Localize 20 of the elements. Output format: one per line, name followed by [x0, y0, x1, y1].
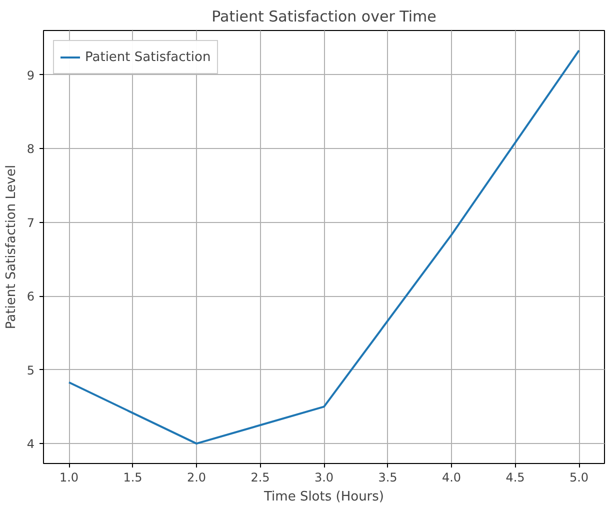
y-tick-label: 9 — [26, 68, 35, 82]
x-tick-label: 4.5 — [506, 470, 525, 484]
x-tick-label: 5.0 — [569, 470, 589, 484]
x-tick-label: 1.5 — [123, 470, 142, 484]
y-tick-label: 4 — [26, 437, 35, 452]
x-tick-label: 2.0 — [186, 470, 206, 484]
x-tick-label: 1.0 — [59, 470, 79, 484]
y-tick-label: 5 — [26, 363, 35, 378]
x-tick-label: 2.5 — [250, 470, 270, 484]
legend-label: Patient Satisfaction — [85, 50, 211, 64]
y-axis-title: Patient Satisfaction Level — [4, 164, 19, 330]
y-tick-label: 6 — [26, 290, 35, 304]
y-tick-label: 8 — [26, 142, 35, 156]
x-tick-label: 3.5 — [378, 470, 398, 484]
line-series — [68, 49, 580, 445]
x-tick-label: 4.0 — [442, 470, 462, 484]
chart-title: Patient Satisfaction over Time — [212, 8, 436, 26]
y-tick-label: 7 — [26, 216, 35, 230]
x-tick-label: 3.0 — [314, 470, 334, 484]
x-axis-title: Time Slots (Hours) — [263, 490, 384, 504]
